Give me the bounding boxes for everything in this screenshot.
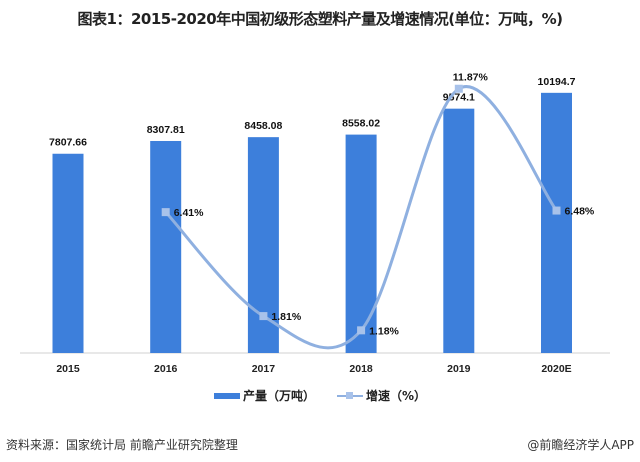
growth-label-2017: 1.81% [271, 311, 301, 323]
bar-2019 [443, 108, 475, 353]
legend: 产量（万吨） 增速（%） [0, 387, 640, 404]
bar-label-2016: 8307.81 [147, 124, 185, 136]
x-tick-2015: 2015 [56, 363, 80, 375]
credit-note: @前瞻经济学人APP [527, 438, 634, 452]
legend-line-swatch [336, 391, 363, 399]
growth-marker-2016 [161, 208, 170, 217]
bar-label-2020E: 10194.7 [538, 76, 576, 88]
bar-label-2015: 7807.66 [49, 137, 87, 149]
growth-label-2019: 11.87% [453, 72, 489, 84]
x-tick-2018: 2018 [349, 363, 373, 375]
bar-label-2017: 8458.08 [244, 120, 282, 132]
bar-label-2018: 8558.02 [342, 118, 380, 130]
legend-item-growth: 增速（%） [336, 387, 427, 404]
growth-label-2016: 6.41% [174, 207, 204, 219]
bar-2015 [52, 153, 84, 353]
growth-line [164, 85, 558, 350]
growth-marker-2017 [259, 312, 268, 321]
legend-label-growth: 增速（%） [365, 389, 427, 403]
growth-label-2018: 1.18% [369, 325, 399, 337]
bar-2018 [345, 134, 377, 353]
x-tick-2017: 2017 [252, 363, 276, 375]
x-tick-2016: 2016 [154, 363, 178, 375]
bar-2020E [541, 92, 572, 354]
legend-bar-swatch [213, 392, 240, 399]
chart-plot: 7807.66 2015 8307.81 2016 8458.08 2017 8558.02… [20, 72, 610, 375]
legend-label-production: 产量（万吨） [242, 389, 315, 403]
legend-item-production: 产量（万吨） [213, 387, 315, 404]
x-tick-2020E: 2020E [541, 363, 571, 375]
growth-marker-2018 [357, 326, 366, 335]
growth-label-2020E: 6.48% [565, 206, 595, 218]
growth-marker-2020E [552, 206, 561, 215]
bar-2016 [150, 140, 182, 353]
source-note: 资料来源：国家统计局 前瞻产业研究院整理 [6, 438, 238, 452]
growth-marker-2019 [454, 84, 463, 93]
x-tick-2019: 2019 [447, 363, 471, 375]
chart-title: 图表1：2015-2020年中国初级形态塑料产量及增速情况(单位：万吨，%) [77, 10, 563, 28]
